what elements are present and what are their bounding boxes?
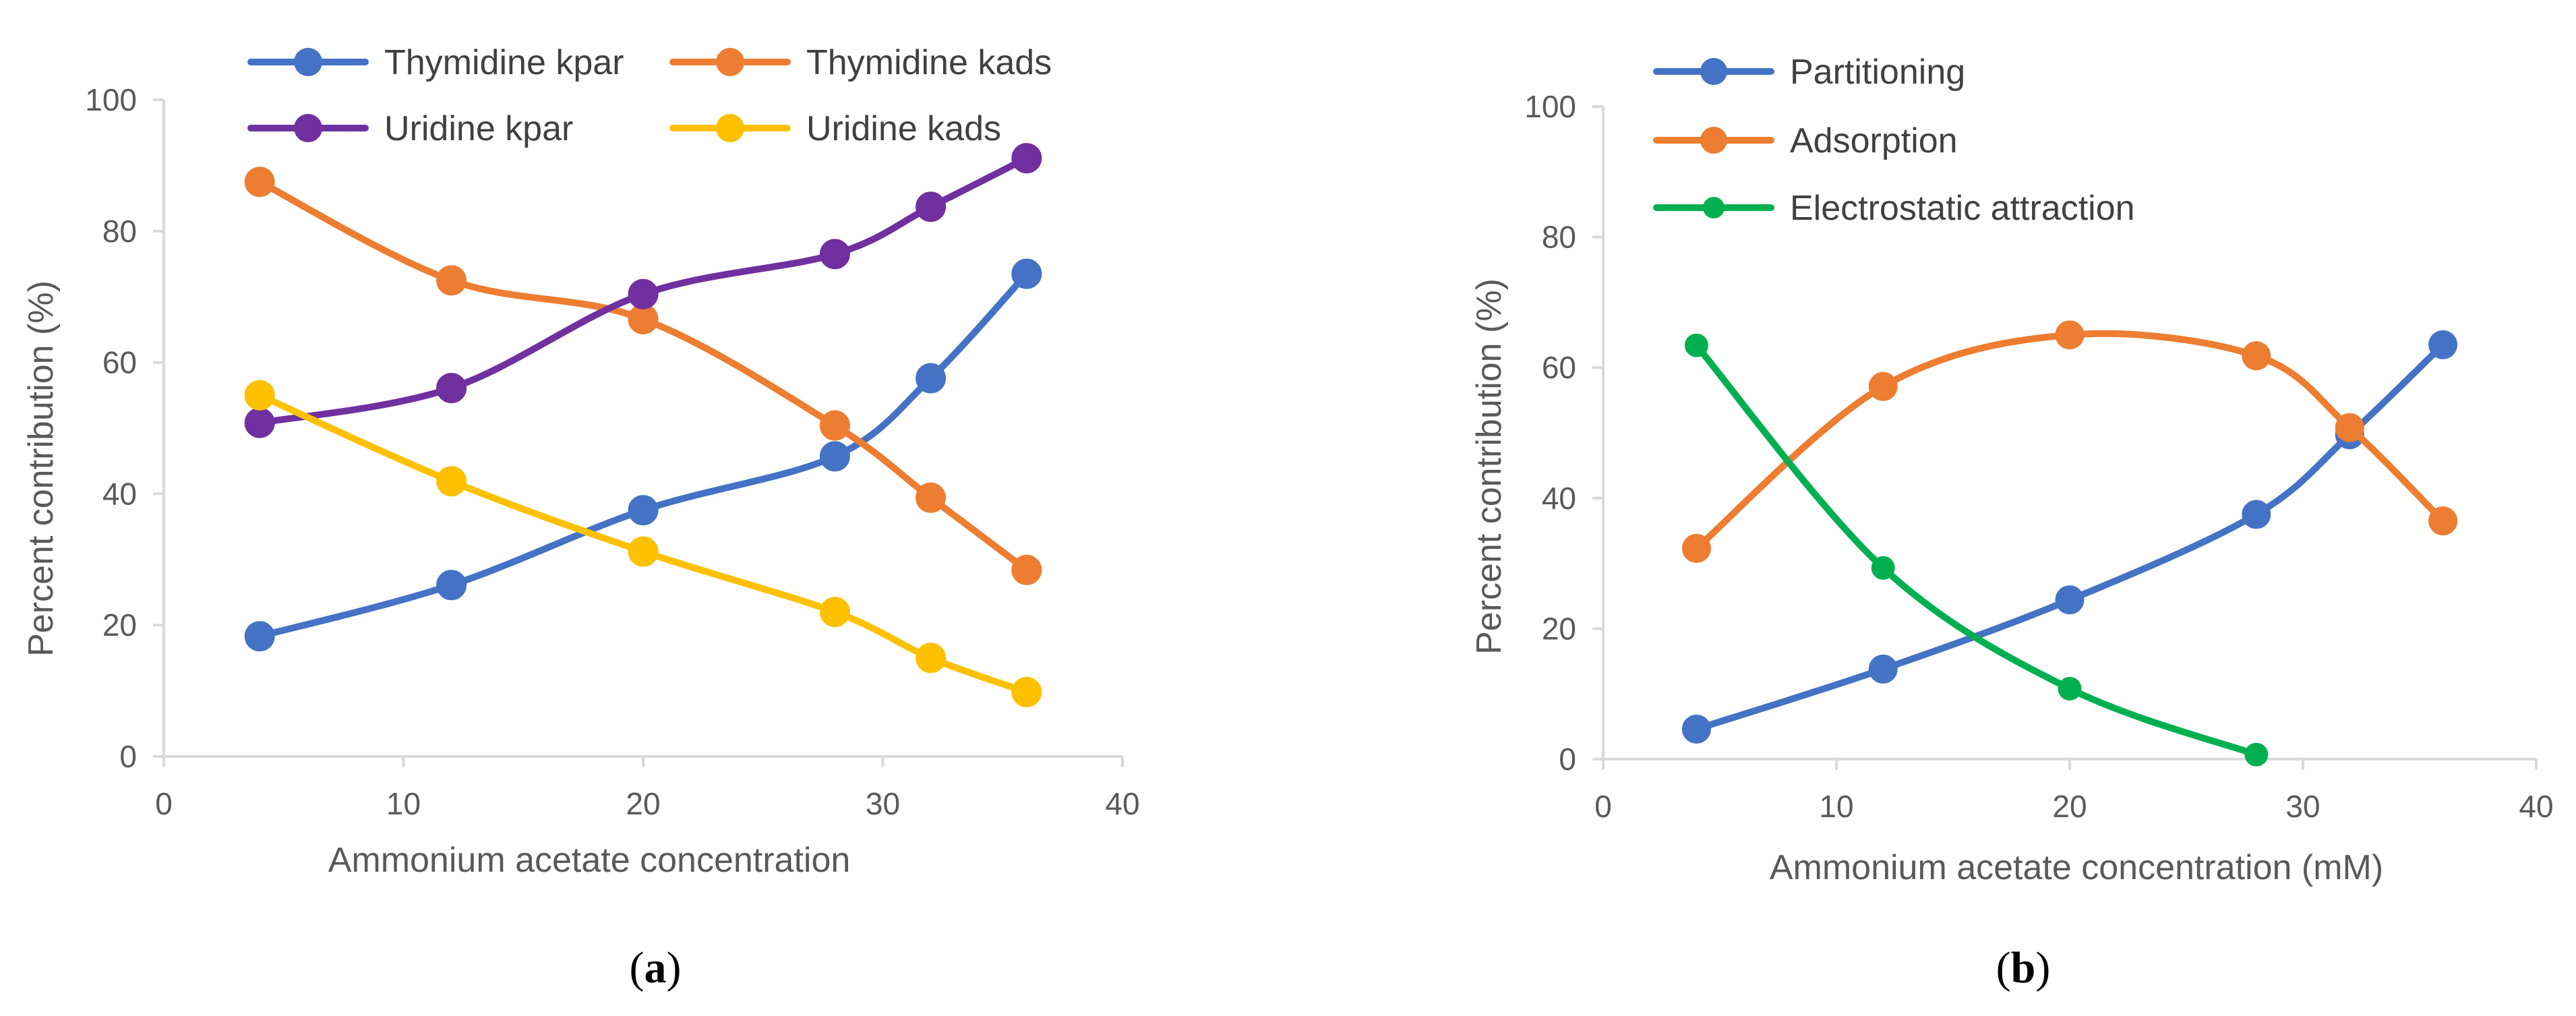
x-tick-label: 0 [1594, 789, 1612, 824]
y-tick-label: 60 [102, 345, 137, 380]
legend-label-thymidine-kads: Thymidine kads [806, 43, 1052, 82]
data-point-thymidine-kpar [1011, 258, 1042, 289]
caption-letter: a [645, 943, 667, 992]
data-point-uridine-kads [436, 466, 467, 497]
x-tick-label: 0 [155, 786, 173, 821]
data-point-partitioning [1681, 714, 1711, 744]
y-tick-label: 60 [1542, 350, 1576, 385]
y-tick-label: 0 [1559, 742, 1576, 777]
data-point-electrostatic-attraction [2244, 742, 2269, 767]
x-tick-label: 20 [626, 786, 660, 821]
caption-open-paren: ( [1996, 943, 2011, 992]
data-point-uridine-kpar [244, 407, 275, 438]
data-point-electrostatic-attraction [2058, 676, 2082, 700]
data-point-thymidine-kads [916, 482, 947, 513]
series-line-electrostatic-attraction [1693, 342, 2260, 758]
legend-label-electrostatic-attraction: Electrostatic attraction [1790, 189, 2135, 228]
y-tick-label: 100 [1524, 89, 1576, 124]
data-point-adsorption [1681, 533, 1711, 563]
y-axis-label: Percent contribution (%) [22, 280, 61, 657]
y-tick-label: 80 [1542, 220, 1576, 255]
data-point-uridine-kpar [916, 191, 947, 222]
x-tick-label: 30 [866, 786, 900, 821]
data-point-adsorption [2055, 320, 2085, 350]
data-point-thymidine-kads [1011, 554, 1042, 585]
x-tick-label: 10 [1819, 789, 1853, 824]
data-point-uridine-kpar [436, 373, 467, 404]
legend-label-thymidine-kpar: Thymidine kpar [384, 43, 624, 82]
data-point-thymidine-kads [819, 410, 850, 441]
y-tick-label: 80 [102, 214, 137, 249]
data-point-uridine-kads [244, 380, 275, 411]
y-tick-label: 40 [102, 476, 137, 511]
data-point-partitioning [2242, 500, 2271, 529]
legend-label-uridine-kpar: Uridine kpar [384, 109, 573, 148]
legend-marker-uridine-kads [716, 114, 744, 142]
data-point-electrostatic-attraction [1871, 556, 1895, 580]
data-point-adsorption [2242, 341, 2271, 371]
caption-letter: b [2011, 943, 2036, 992]
data-point-partitioning [2055, 585, 2085, 615]
figure-caption: (b) [1996, 943, 2051, 992]
legend-marker-partitioning [1700, 58, 1727, 85]
y-tick-label: 40 [1542, 481, 1576, 516]
chart-b: 0 20 40 60 80 100 0 10 20 30 40 Ammonium acetate co… [1470, 53, 2554, 992]
x-axis-label: Ammonium acetate concentration [328, 841, 851, 880]
legend-label-adsorption: Adsorption [1790, 121, 1958, 160]
data-point-thymidine-kpar [628, 495, 659, 526]
data-point-uridine-kpar [1011, 143, 1042, 174]
caption-open-paren: ( [630, 943, 645, 992]
y-tick-label: 100 [85, 82, 137, 117]
data-point-partitioning [2428, 330, 2458, 359]
x-tick-label: 40 [2519, 789, 2553, 824]
data-point-thymidine-kads [244, 167, 275, 198]
legend-label-partitioning: Partitioning [1790, 53, 1965, 92]
legend-marker-thymidine-kpar [294, 48, 322, 76]
data-point-uridine-kpar [628, 278, 659, 309]
data-point-adsorption [2335, 413, 2364, 442]
data-point-adsorption [2428, 506, 2458, 536]
data-point-uridine-kads [628, 536, 659, 567]
chart-a: 0 20 40 60 80 100 0 10 20 30 40 Ammonium acetate co… [22, 43, 1140, 992]
legend-label-uridine-kads: Uridine kads [806, 109, 1001, 148]
data-point-thymidine-kads [436, 265, 467, 296]
data-point-uridine-kads [1011, 677, 1042, 708]
data-point-thymidine-kpar [916, 363, 947, 394]
legend-marker-thymidine-kads [716, 48, 744, 76]
data-point-thymidine-kpar [436, 570, 467, 601]
data-point-thymidine-kpar [819, 441, 850, 472]
series-line-partitioning [1693, 341, 2447, 733]
data-point-adsorption [1868, 371, 1898, 401]
caption-close-paren: ) [2035, 943, 2050, 992]
data-point-uridine-kpar [819, 239, 850, 270]
y-tick-label: 20 [1542, 611, 1576, 646]
data-point-thymidine-kpar [244, 621, 275, 652]
y-tick-label: 0 [119, 739, 137, 774]
x-tick-label: 20 [2052, 789, 2087, 824]
legend-marker-uridine-kpar [294, 114, 322, 142]
y-tick-label: 20 [102, 607, 137, 643]
figure-caption: (a) [630, 943, 682, 992]
x-axis-label: Ammonium acetate concentration (mM) [1770, 848, 2383, 887]
series-line-adsorption [1693, 330, 2447, 552]
data-point-uridine-kads [819, 597, 850, 628]
x-tick-label: 10 [386, 786, 421, 821]
data-point-partitioning [1868, 654, 1898, 684]
x-tick-label: 30 [2285, 789, 2320, 824]
legend-marker-electrostatic-attraction [1703, 197, 1725, 218]
x-tick-label: 40 [1105, 786, 1139, 821]
legend-marker-adsorption [1700, 127, 1727, 154]
y-axis-label: Percent contribution (%) [1470, 278, 1509, 655]
data-point-uridine-kads [916, 643, 947, 674]
caption-close-paren: ) [667, 943, 682, 992]
data-point-electrostatic-attraction [1684, 333, 1708, 357]
